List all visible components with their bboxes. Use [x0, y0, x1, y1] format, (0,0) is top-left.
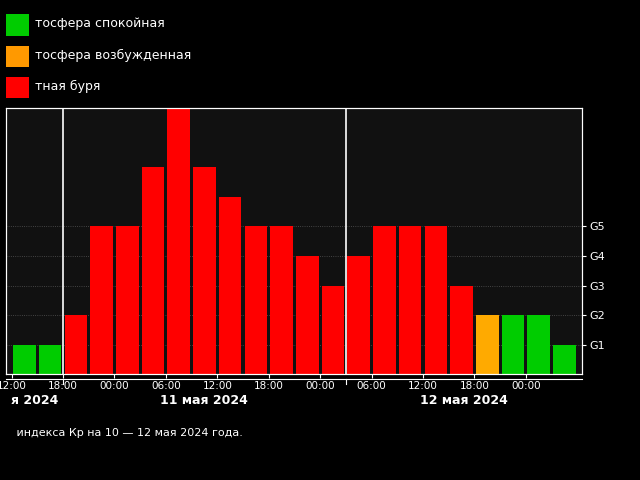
Text: 11 мая 2024: 11 мая 2024	[161, 394, 248, 408]
Bar	[168, 108, 190, 374]
Bar	[399, 227, 421, 374]
Bar	[65, 315, 87, 374]
Text: тосфера возбужденная: тосфера возбужденная	[35, 48, 191, 62]
Bar	[270, 227, 293, 374]
Bar	[39, 345, 61, 374]
Bar	[450, 286, 473, 374]
Bar	[502, 315, 524, 374]
Bar	[193, 167, 216, 374]
Text: я 2024: я 2024	[11, 394, 58, 408]
Bar	[527, 315, 550, 374]
Text: тная буря: тная буря	[35, 80, 100, 93]
Bar	[348, 256, 370, 374]
Bar	[13, 345, 36, 374]
Bar	[476, 315, 499, 374]
Bar	[90, 227, 113, 374]
Bar	[296, 256, 319, 374]
Bar	[244, 227, 267, 374]
Bar	[141, 167, 164, 374]
Bar	[553, 345, 576, 374]
Bar	[219, 197, 241, 374]
Text: индекса Кр на 10 — 12 мая 2024 года.: индекса Кр на 10 — 12 мая 2024 года.	[6, 428, 243, 438]
Bar	[424, 227, 447, 374]
Bar	[322, 286, 344, 374]
Text: тосфера спокойная: тосфера спокойная	[35, 17, 165, 31]
Text: 12 мая 2024: 12 мая 2024	[420, 394, 508, 408]
Bar	[373, 227, 396, 374]
Bar	[116, 227, 139, 374]
